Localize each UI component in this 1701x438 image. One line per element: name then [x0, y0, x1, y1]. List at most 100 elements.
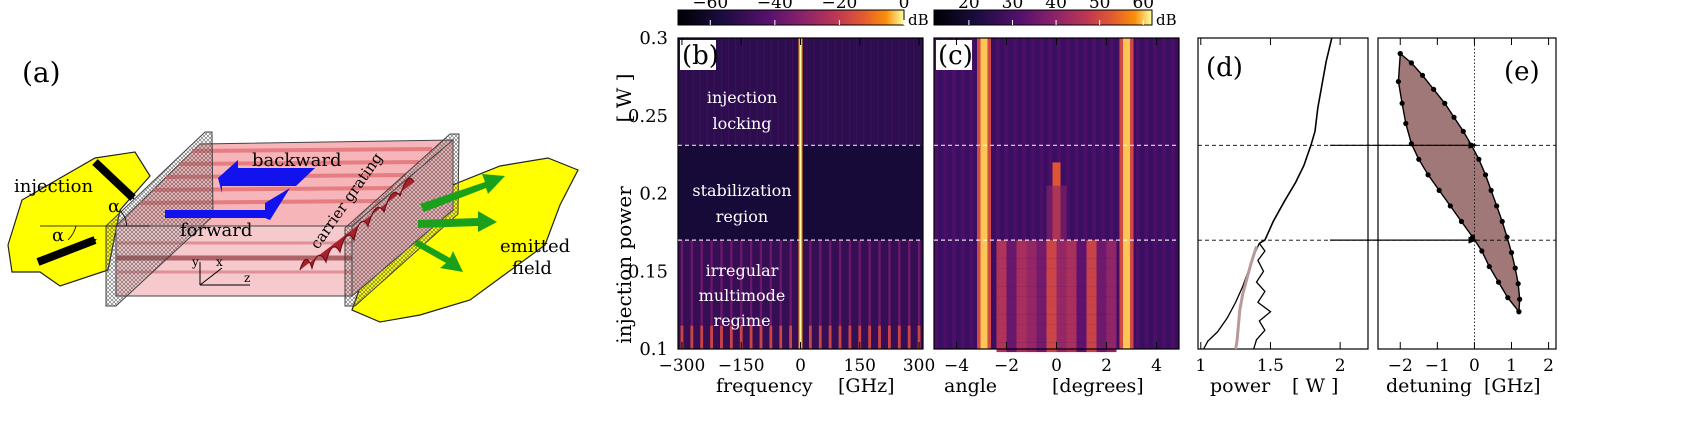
heatmap-c-speckle: [1016, 333, 1027, 343]
heatmap-c-fringe: [1022, 38, 1026, 349]
heatmap-c-speckle: [1106, 268, 1117, 278]
heatmap-c-speckle: [1076, 286, 1087, 297]
heatmap-b-faint-line: [834, 38, 836, 146]
detuning-point: [1397, 50, 1403, 57]
heatmap-c-speckle: [1056, 333, 1067, 343]
x-tick-label: 1.5: [1257, 356, 1284, 376]
detuning-point: [1425, 172, 1431, 178]
detuning-loop: [1397, 52, 1521, 314]
heatmap-c-speckle: [996, 314, 1007, 325]
heatmap-c-speckle: [1046, 324, 1057, 334]
heatmap-c-speckle: [1016, 342, 1027, 353]
heatmap-b-mode-peak: [907, 325, 911, 349]
heatmap-b-faint-line: [856, 38, 858, 146]
y-axis: injection power [ W ] 0.1 0.15 0.2 0.25 0.3: [612, 28, 1556, 360]
annot-multimode: multimode: [699, 286, 786, 305]
detuning-point: [1416, 156, 1422, 162]
detuning-point: [1408, 60, 1414, 66]
angle-arc: [67, 225, 77, 241]
colorbar-tick-label: 60: [1132, 0, 1154, 13]
heatmap-c-fringe: [943, 38, 948, 349]
heatmap-b-mode-line: [838, 240, 842, 349]
heatmap-b-faint-line: [692, 38, 694, 146]
heatmap-c-fringe: [1074, 38, 1079, 349]
heatmap-c-speckle: [1086, 333, 1097, 343]
detuning-point: [1495, 279, 1502, 285]
x-tick-label: −1: [1425, 356, 1450, 376]
heatmap-c-speckle: [1036, 296, 1047, 306]
heatmap-c-speckle: [1056, 277, 1067, 287]
heatmap-c-speckle: [1026, 342, 1037, 353]
heatmap-b-mode-line: [828, 240, 832, 349]
heatmap-b-mode-peak: [897, 325, 901, 349]
heatmap-c-speckle: [1046, 286, 1057, 297]
heatmap-b-faint-line: [870, 38, 872, 146]
annot-stabilization: stabilization: [692, 181, 791, 200]
x-tick-label: 2: [1543, 356, 1554, 376]
detuning-point: [1505, 295, 1511, 301]
heatmap-c-speckle: [1106, 305, 1117, 315]
panel-e-label: (e): [1504, 57, 1540, 87]
field-label: field: [512, 258, 552, 279]
heatmap-c-speckle: [1046, 305, 1057, 315]
heatmap-b-mode-line: [858, 240, 861, 349]
y-tick-label: 0.15: [628, 261, 668, 282]
backward-arrow: [218, 160, 315, 193]
heatmap-b-mode-peak: [888, 325, 891, 349]
heatmap-c-speckle: [1066, 268, 1077, 278]
y-tick-label: 0.1: [639, 339, 668, 360]
heatmap-b-mode-peak: [858, 325, 862, 349]
heatmap-c-speckle: [996, 305, 1007, 315]
heatmap-b-mode-line: [789, 240, 792, 349]
heatmap-b-injection-core: [799, 38, 802, 349]
heatmap-c-speckle: [1086, 296, 1097, 306]
heatmap-c-speckle: [996, 240, 1007, 250]
heatmap-b-mode-peak: [749, 325, 753, 349]
heatmap-c-speckle: [1036, 324, 1047, 334]
detuning-point: [1451, 114, 1457, 120]
heatmap-c-speckle: [996, 324, 1007, 334]
right-facet-mesh: [344, 133, 460, 307]
x-tick-label: 0: [795, 356, 806, 376]
forward-arrow: [165, 188, 290, 220]
heatmap-b-mode-line: [759, 240, 763, 349]
heatmap-c-speckle: [1076, 305, 1087, 315]
heatmap-c-fringe: [952, 38, 956, 349]
heatmap-c-speckle: [1006, 314, 1017, 325]
heatmap-c-speckle: [1096, 249, 1107, 259]
xunit-c: [degrees]: [1052, 375, 1144, 397]
heatmap-c-speckle: [1006, 240, 1017, 250]
heatmap-b-faint-line: [713, 38, 715, 146]
detuning-point: [1494, 203, 1500, 209]
x-tick-label: 1: [1506, 356, 1517, 376]
detuning-point: [1419, 72, 1426, 78]
emitted-arrows: [414, 174, 505, 272]
heatmap-b-mode-line: [690, 240, 694, 349]
heatmap-b-mode-peak: [720, 325, 723, 349]
heatmap-c-speckle: [1066, 324, 1077, 334]
heatmap-c-speckle: [1056, 268, 1067, 278]
heatmap-c-speckle: [1106, 314, 1117, 325]
detuning-point: [1515, 281, 1521, 287]
x-tick-label: −2: [994, 356, 1019, 376]
angle-arc: [119, 209, 127, 227]
y-tick-label: 0.3: [639, 28, 668, 49]
heatmap-b-faint-line: [699, 38, 701, 146]
colorbar-unit: dB: [1156, 11, 1177, 29]
heatmap-c-speckle: [1076, 314, 1087, 325]
heatmap-b-faint-line: [706, 38, 708, 146]
heatmap-b-mode-peak: [808, 325, 812, 349]
heatmap-c-speckle: [1106, 333, 1117, 343]
heatmap-c-speckle: [1006, 324, 1017, 334]
heatmap-c-fringe: [1135, 38, 1140, 349]
heatmap-c-speckle: [1096, 305, 1107, 315]
colorbar-tick-label: −60: [692, 0, 728, 13]
panel-c-label: (c): [938, 41, 973, 71]
heatmap-c-speckle: [1066, 296, 1077, 306]
panel-c-label-bg: [936, 40, 972, 70]
heatmap-c-speckle: [1086, 286, 1097, 297]
heatmap-c-speckle: [1066, 277, 1077, 287]
heatmap-b-mode-peak: [789, 325, 793, 349]
heatmap-b-faint-line: [806, 38, 808, 146]
heatmap-b-faint-line: [841, 38, 843, 146]
